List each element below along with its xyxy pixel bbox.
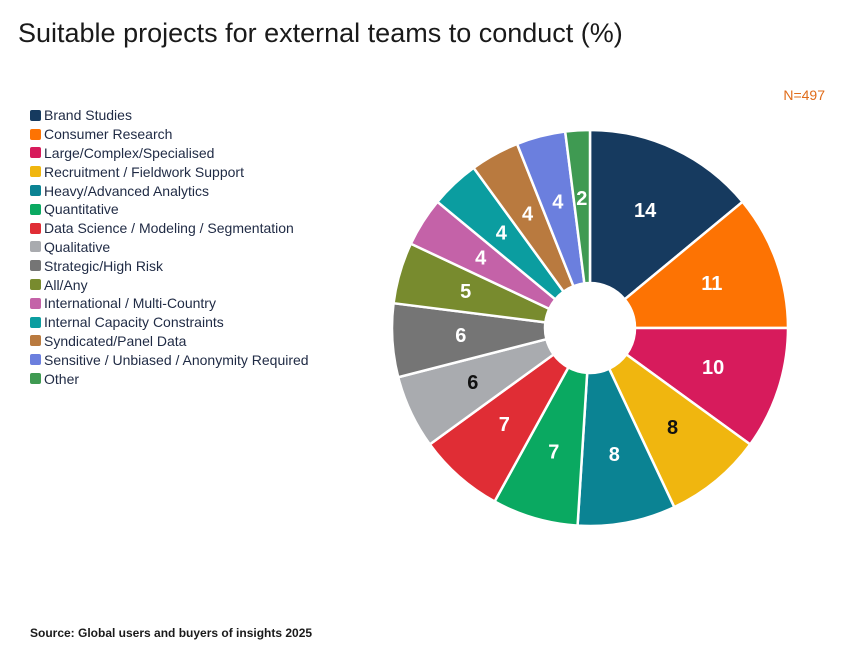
pie-slice-label: 4 bbox=[552, 192, 564, 214]
legend-label: Syndicated/Panel Data bbox=[44, 332, 187, 349]
legend-swatch bbox=[30, 147, 41, 159]
pie-slice-label: 8 bbox=[609, 444, 620, 466]
pie-slice bbox=[588, 128, 745, 302]
legend: Brand Studies Consumer Research Large/Comp… bbox=[30, 106, 309, 388]
legend-swatch bbox=[30, 260, 41, 272]
legend-item: Sensitive / Unbiased / Anonymity Require… bbox=[30, 350, 309, 369]
legend-swatch bbox=[30, 185, 41, 197]
legend-item: Large/Complex/Specialised bbox=[30, 144, 309, 163]
legend-swatch bbox=[30, 109, 41, 121]
pie-slice-label: 5 bbox=[460, 281, 471, 303]
pie-slice bbox=[563, 128, 592, 285]
legend-swatch bbox=[30, 128, 41, 140]
chart-title: Suitable projects for external teams to … bbox=[18, 18, 623, 48]
legend-label: Quantitative bbox=[44, 201, 119, 218]
pie-slice bbox=[624, 326, 790, 447]
legend-swatch bbox=[30, 354, 41, 366]
pie-slice-label: 7 bbox=[499, 414, 510, 436]
legend-item: Recruitment / Fieldwork Support bbox=[30, 162, 309, 181]
legend-label: Consumer Research bbox=[44, 126, 173, 143]
legend-item: Heavy/Advanced Analytics bbox=[30, 181, 309, 200]
legend-swatch bbox=[30, 297, 41, 309]
pie-slice-label: 6 bbox=[467, 372, 478, 394]
legend-label: Brand Studies bbox=[44, 107, 132, 124]
source-note: Source: Global users and buyers of insig… bbox=[30, 626, 313, 640]
pie-slice-label: 4 bbox=[496, 223, 508, 245]
pie-slice-label: 11 bbox=[701, 273, 722, 295]
legend-item: Quantitative bbox=[30, 200, 309, 219]
legend-swatch bbox=[30, 316, 41, 328]
legend-label: Other bbox=[44, 370, 80, 387]
legend-label: Recruitment / Fieldwork Support bbox=[44, 163, 244, 180]
legend-item: Strategic/High Risk bbox=[30, 256, 309, 275]
pie-slice-label: 4 bbox=[522, 204, 534, 226]
legend-swatch bbox=[30, 279, 41, 291]
legend-swatch bbox=[30, 241, 41, 253]
legend-label: Sensitive / Unbiased / Anonymity Require… bbox=[44, 351, 309, 368]
pie-slice-label: 8 bbox=[667, 417, 678, 439]
pie-slice-label: 14 bbox=[634, 200, 657, 222]
pie-slice bbox=[622, 200, 790, 330]
legend-item: Data Science / Modeling / Segmentation bbox=[30, 219, 309, 238]
legend-label: Data Science / Modeling / Segmentation bbox=[44, 220, 294, 237]
legend-swatch bbox=[30, 373, 41, 385]
legend-swatch bbox=[30, 335, 41, 347]
legend-item: Other bbox=[30, 369, 309, 388]
legend-swatch bbox=[30, 166, 41, 178]
legend-item: Consumer Research bbox=[30, 125, 309, 144]
legend-label: Heavy/Advanced Analytics bbox=[44, 182, 209, 199]
sample-size-label: N=497 bbox=[783, 87, 825, 103]
legend-item: International / Multi-Country bbox=[30, 294, 309, 313]
legend-label: All/Any bbox=[44, 276, 88, 293]
legend-swatch bbox=[30, 222, 41, 234]
pie-slice-label: 7 bbox=[548, 441, 559, 463]
legend-item: Qualitative bbox=[30, 238, 309, 257]
legend-label: International / Multi-Country bbox=[44, 295, 216, 312]
legend-item: Brand Studies bbox=[30, 106, 309, 125]
legend-swatch bbox=[30, 203, 41, 215]
pie-slice-label: 2 bbox=[576, 188, 587, 210]
legend-label: Internal Capacity Constraints bbox=[44, 314, 224, 331]
legend-item: Syndicated/Panel Data bbox=[30, 332, 309, 351]
legend-label: Qualitative bbox=[44, 238, 111, 255]
legend-item: Internal Capacity Constraints bbox=[30, 313, 309, 332]
legend-label: Large/Complex/Specialised bbox=[44, 144, 215, 161]
pie-slice-label: 6 bbox=[455, 325, 466, 347]
legend-label: Strategic/High Risk bbox=[44, 257, 164, 274]
pie-slice-label: 4 bbox=[475, 248, 487, 270]
legend-item: All/Any bbox=[30, 275, 309, 294]
pie-slice-label: 10 bbox=[702, 357, 724, 379]
